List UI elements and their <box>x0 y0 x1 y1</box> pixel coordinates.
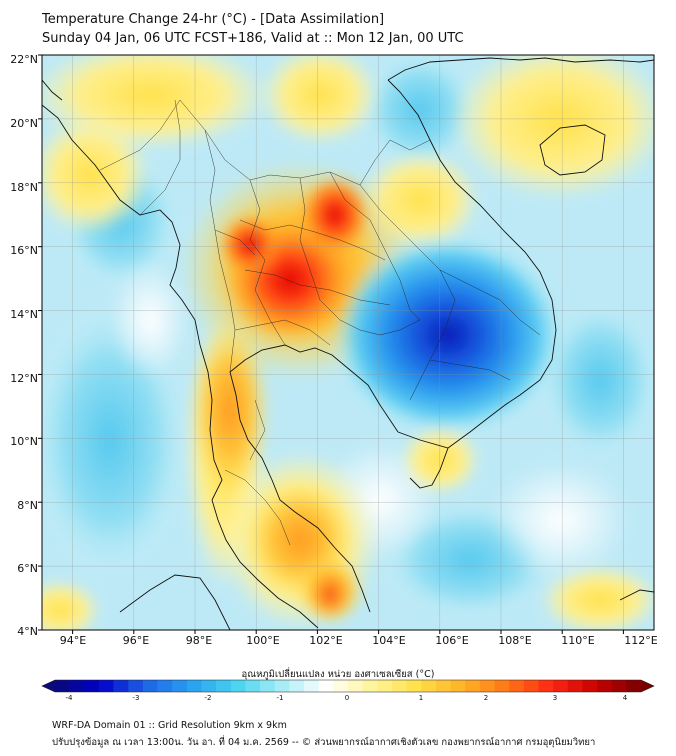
lat-label: 22°N <box>10 53 38 66</box>
colorbar-tick: 4 <box>622 694 628 702</box>
colorbar-tick: -2 <box>204 694 212 702</box>
lat-label: 20°N <box>10 117 38 130</box>
lat-label: 8°N <box>17 499 38 512</box>
lon-label: 96°E <box>122 634 150 647</box>
colorbar-tick: -4 <box>65 694 73 702</box>
lon-label: 98°E <box>185 634 213 647</box>
footer-model-info: WRF-DA Domain 01 :: Grid Resolution 9km … <box>52 720 287 731</box>
lon-label: 100°E <box>246 634 280 647</box>
lon-label: 104°E <box>372 634 406 647</box>
lat-label: 16°N <box>10 244 38 257</box>
lat-label: 6°N <box>17 562 38 575</box>
colorbar-tick: 3 <box>552 694 558 702</box>
coastlines <box>42 57 654 630</box>
colorbar-tick: 1 <box>418 694 424 702</box>
chart-title: Temperature Change 24-hr (°C) - [Data As… <box>42 12 385 27</box>
colorbar-tick: -3 <box>132 694 140 702</box>
colorbar-tick: 2 <box>483 694 489 702</box>
axis-ticks <box>38 54 624 634</box>
lat-label: 18°N <box>10 181 38 194</box>
lon-label: 112°E <box>624 634 658 647</box>
lon-label: 102°E <box>309 634 343 647</box>
colorbar-title: อุณหภูมิเปลี่ยนแปลง หน่วย องศาเซลเซียส (… <box>241 669 435 680</box>
admin-boundaries <box>99 99 541 546</box>
lon-label: 94°E <box>59 634 87 647</box>
lon-label: 106°E <box>435 634 469 647</box>
lon-label: 110°E <box>561 634 595 647</box>
chart-subtitle: Sunday 04 Jan, 06 UTC FCST+186, Valid at… <box>42 31 464 46</box>
lat-label: 4°N <box>17 625 38 638</box>
lon-label: 108°E <box>498 634 532 647</box>
footer-credits: ปรับปรุงข้อมูล ณ เวลา 13:00น. วัน อา. ที… <box>52 737 596 748</box>
colorbar-tick: -1 <box>276 694 284 702</box>
graticule <box>42 55 654 630</box>
lat-label: 12°N <box>10 372 38 385</box>
temperature-field <box>42 55 654 630</box>
map-frame <box>41 54 655 631</box>
lat-label: 10°N <box>10 435 38 448</box>
colorbar-tick: 0 <box>344 694 350 702</box>
lat-label: 14°N <box>10 308 38 321</box>
